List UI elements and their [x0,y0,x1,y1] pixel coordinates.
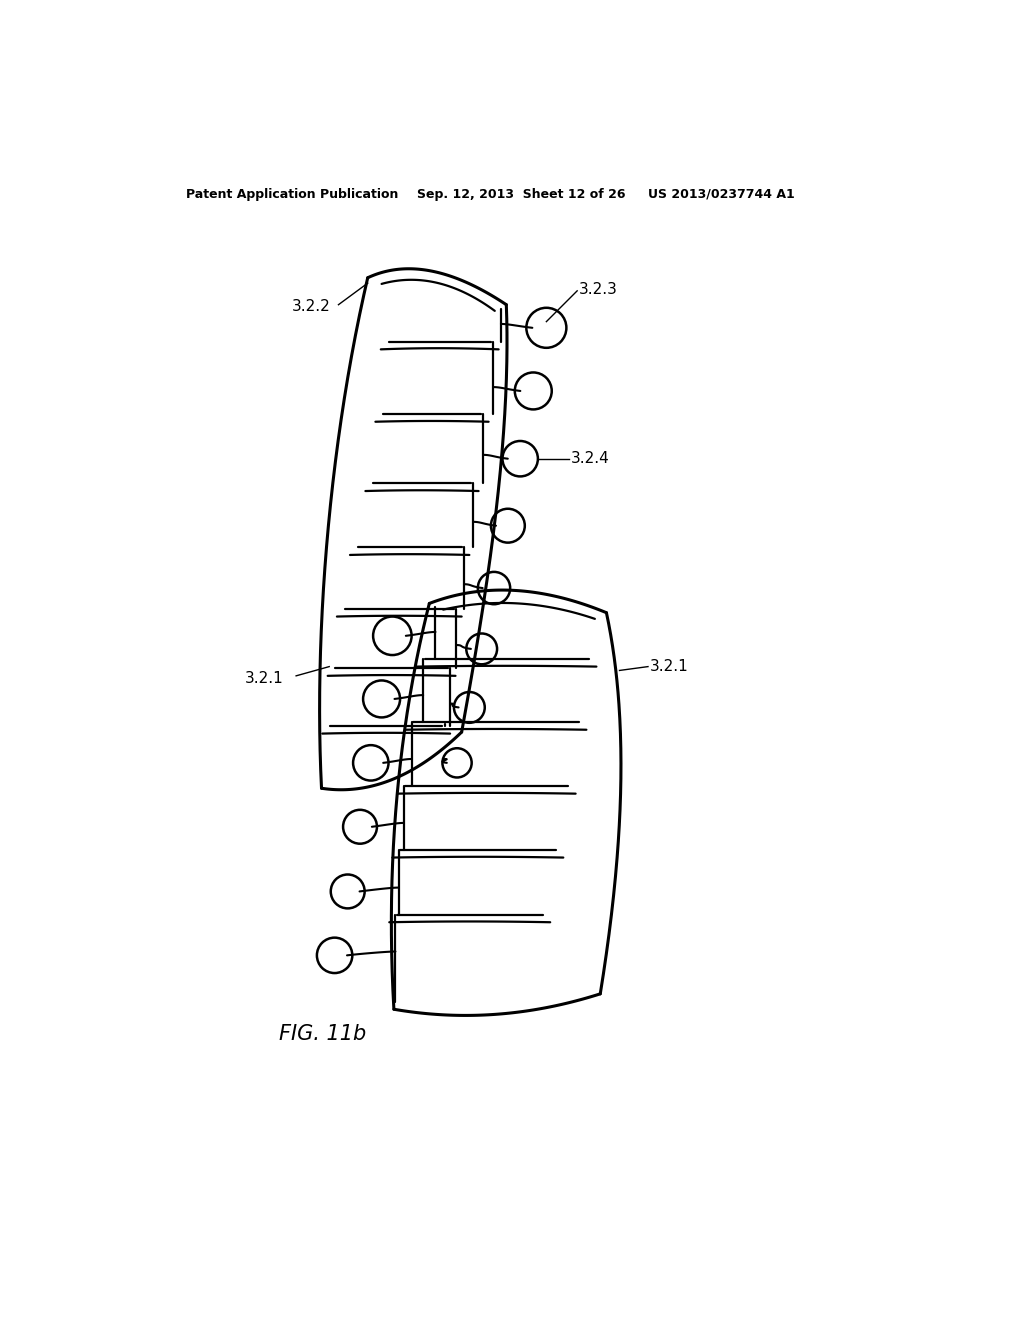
Text: 3.2.1: 3.2.1 [650,659,689,675]
Text: FIG. 11b: FIG. 11b [280,1024,367,1044]
Text: 3.2.1: 3.2.1 [245,671,284,685]
Text: US 2013/0237744 A1: US 2013/0237744 A1 [648,187,795,201]
Text: 3.2.2: 3.2.2 [292,298,331,314]
Text: Patent Application Publication: Patent Application Publication [186,187,398,201]
Text: 3.2.4: 3.2.4 [571,451,609,466]
Text: 3.2.3: 3.2.3 [579,281,617,297]
Text: Sep. 12, 2013  Sheet 12 of 26: Sep. 12, 2013 Sheet 12 of 26 [417,187,626,201]
